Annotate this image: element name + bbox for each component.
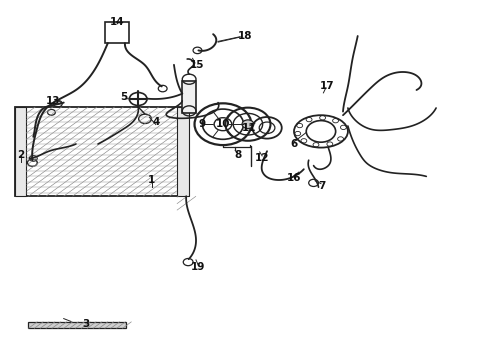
Circle shape xyxy=(242,120,254,129)
Text: 4: 4 xyxy=(152,117,160,127)
Bar xyxy=(177,107,189,196)
Text: 18: 18 xyxy=(238,31,252,41)
Text: 9: 9 xyxy=(199,119,206,129)
Text: 2: 2 xyxy=(17,150,24,160)
Text: 1: 1 xyxy=(148,175,155,185)
Text: 5: 5 xyxy=(120,92,127,102)
Text: 16: 16 xyxy=(287,173,301,183)
Bar xyxy=(182,81,196,113)
Text: 15: 15 xyxy=(190,60,204,70)
Bar xyxy=(15,107,189,196)
Text: 14: 14 xyxy=(110,17,125,27)
Text: 6: 6 xyxy=(291,139,297,149)
Text: 12: 12 xyxy=(255,153,270,163)
Bar xyxy=(105,22,129,43)
Bar xyxy=(15,107,26,196)
Text: 7: 7 xyxy=(318,181,326,191)
Text: 8: 8 xyxy=(234,150,241,160)
Text: 3: 3 xyxy=(82,319,89,329)
Text: 11: 11 xyxy=(242,123,256,133)
Text: 19: 19 xyxy=(191,262,206,272)
Text: 13: 13 xyxy=(46,96,60,106)
Bar xyxy=(28,322,126,328)
Text: 10: 10 xyxy=(216,119,230,129)
Text: 17: 17 xyxy=(320,81,335,91)
